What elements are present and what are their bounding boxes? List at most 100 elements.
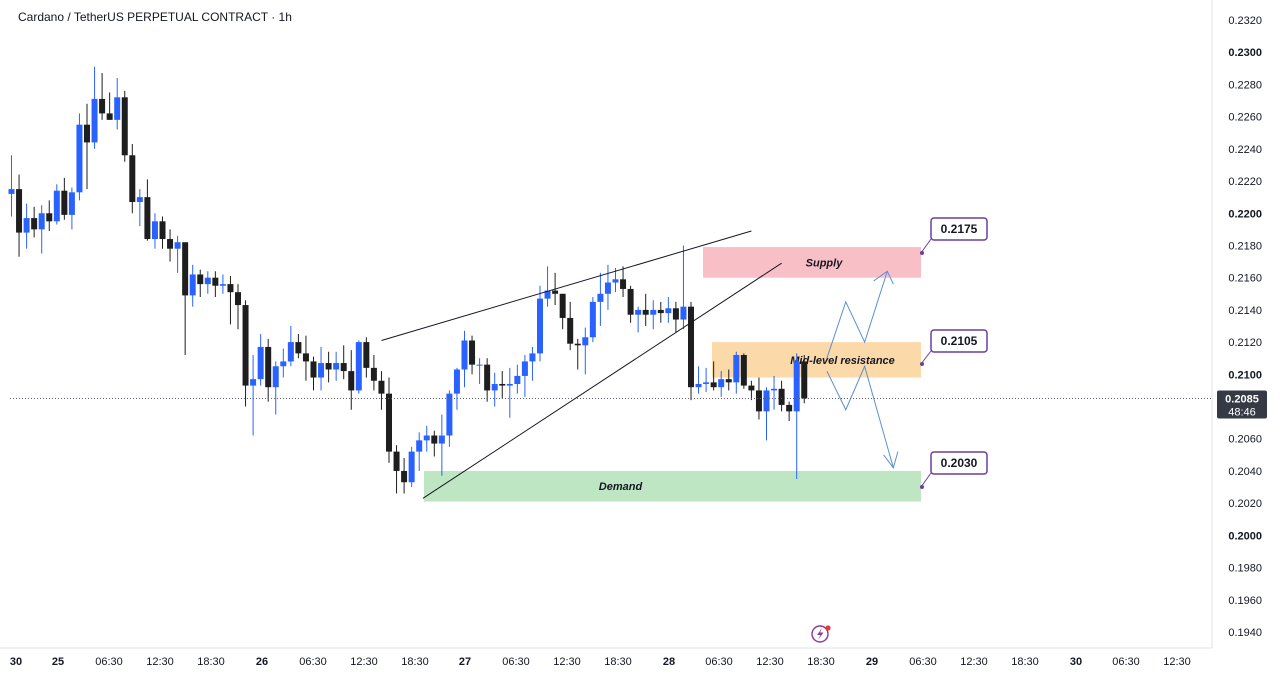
bull-candle xyxy=(68,192,75,215)
bull-candle xyxy=(416,440,423,452)
callout-connector xyxy=(920,350,932,365)
y-tick-label: 0.2020 xyxy=(1228,498,1262,510)
bull-candle xyxy=(76,124,83,193)
bull-candle xyxy=(703,382,710,384)
bear-candle xyxy=(235,292,241,306)
bear-candle xyxy=(386,393,392,452)
bear-candle xyxy=(378,380,385,394)
bearish-projection-path xyxy=(826,364,894,468)
bear-candle xyxy=(363,342,370,368)
wedge-lower-trendline[interactable] xyxy=(422,262,782,499)
y-tick-label: 0.2200 xyxy=(1228,208,1262,220)
bull-candle xyxy=(612,279,619,283)
y-tick-label: 0.2260 xyxy=(1228,112,1262,124)
y-tick-label: 0.2280 xyxy=(1228,79,1262,91)
projection-layer xyxy=(826,270,899,469)
x-tick-label: 06:30 xyxy=(299,656,327,668)
x-tick-label: 29 xyxy=(866,656,878,668)
bull-candle xyxy=(250,379,257,386)
bear-candle xyxy=(748,385,755,391)
bear-candle xyxy=(129,155,136,202)
x-tick-label: 06:30 xyxy=(909,656,937,668)
bear-candle xyxy=(657,309,664,314)
y-tick-label: 0.1960 xyxy=(1228,595,1262,607)
bull-candle xyxy=(355,342,362,391)
candles-layer xyxy=(8,66,808,494)
bear-candle xyxy=(627,288,634,315)
y-tick-label: 0.2060 xyxy=(1228,434,1262,446)
y-tick-label: 0.2140 xyxy=(1228,305,1262,317)
y-tick-label: 0.2040 xyxy=(1228,466,1262,478)
price-callout[interactable] xyxy=(930,217,988,241)
bear-candle xyxy=(642,309,649,315)
bear-candle xyxy=(167,239,174,249)
x-tick-label: 12:30 xyxy=(350,656,378,668)
y-tick-label: 0.2180 xyxy=(1228,240,1262,252)
bear-candle xyxy=(295,342,302,354)
bull-candle xyxy=(582,337,589,346)
y-tick-label: 0.2220 xyxy=(1228,176,1262,188)
bull-candle xyxy=(537,298,543,354)
bear-candle xyxy=(242,305,249,386)
bear-candle xyxy=(16,189,23,233)
bull-candle xyxy=(423,435,430,441)
x-tick-label: 06:30 xyxy=(95,656,123,668)
demand-zone xyxy=(424,470,921,502)
y-tick-label: 0.1980 xyxy=(1228,563,1262,575)
current-price-badge xyxy=(1217,390,1267,419)
bear-candle xyxy=(574,343,581,346)
bull-candle xyxy=(280,361,287,367)
bull-candle xyxy=(635,309,642,315)
x-tick-label: 30 xyxy=(1070,656,1082,668)
bear-candle xyxy=(227,284,234,293)
bull-candle xyxy=(589,301,596,338)
bear-candle xyxy=(688,306,694,388)
callout-connector xyxy=(920,238,932,254)
bull-candle xyxy=(461,340,468,370)
bear-candle xyxy=(755,390,762,412)
bull-candle xyxy=(38,213,45,230)
bull-candle xyxy=(257,346,264,380)
bear-candle xyxy=(778,388,785,405)
bear-candle xyxy=(620,279,627,289)
price-callout-label: 0.2030 xyxy=(941,456,978,470)
price-callout[interactable] xyxy=(930,329,988,353)
bull-candle xyxy=(680,306,687,320)
y-tick-label: 0.1940 xyxy=(1228,627,1262,639)
bull-candle xyxy=(529,353,536,362)
bear-candle xyxy=(302,353,309,362)
bull-candle xyxy=(136,197,143,202)
bull-candle xyxy=(333,363,340,370)
price-callout-label: 0.2105 xyxy=(941,334,978,348)
bear-candle xyxy=(431,435,438,444)
bear-candle xyxy=(84,124,90,143)
bear-candle xyxy=(740,354,747,386)
x-tick-label: 06:30 xyxy=(705,656,733,668)
bull-candle xyxy=(438,435,445,444)
mid-level-resistance-label: Mid-level resistance xyxy=(790,355,895,367)
callout-anchor xyxy=(920,362,924,366)
bear-candle xyxy=(801,361,808,399)
bull-candle xyxy=(793,361,800,412)
x-tick-label: 18:30 xyxy=(401,656,429,668)
wedge-upper-trendline[interactable] xyxy=(381,230,752,341)
alert-lightning-icon[interactable] xyxy=(811,625,831,643)
price-callout[interactable] xyxy=(930,451,988,475)
bear-candle xyxy=(393,451,400,471)
bull-candle xyxy=(453,369,460,394)
x-tick-label: 12:30 xyxy=(1163,656,1191,668)
bull-candle xyxy=(114,97,121,120)
bull-candle xyxy=(174,242,181,249)
bear-candle xyxy=(159,221,166,240)
bull-candle xyxy=(189,274,196,296)
bear-candle xyxy=(672,308,679,320)
bear-candle xyxy=(552,290,559,294)
bear-candle xyxy=(265,346,272,388)
x-tick-label: 12:30 xyxy=(756,656,784,668)
bull-candle xyxy=(733,354,740,383)
bear-candle xyxy=(182,242,189,296)
bear-candle xyxy=(212,277,219,286)
y-tick-label: 0.2300 xyxy=(1228,47,1262,59)
bull-candle xyxy=(521,361,528,376)
